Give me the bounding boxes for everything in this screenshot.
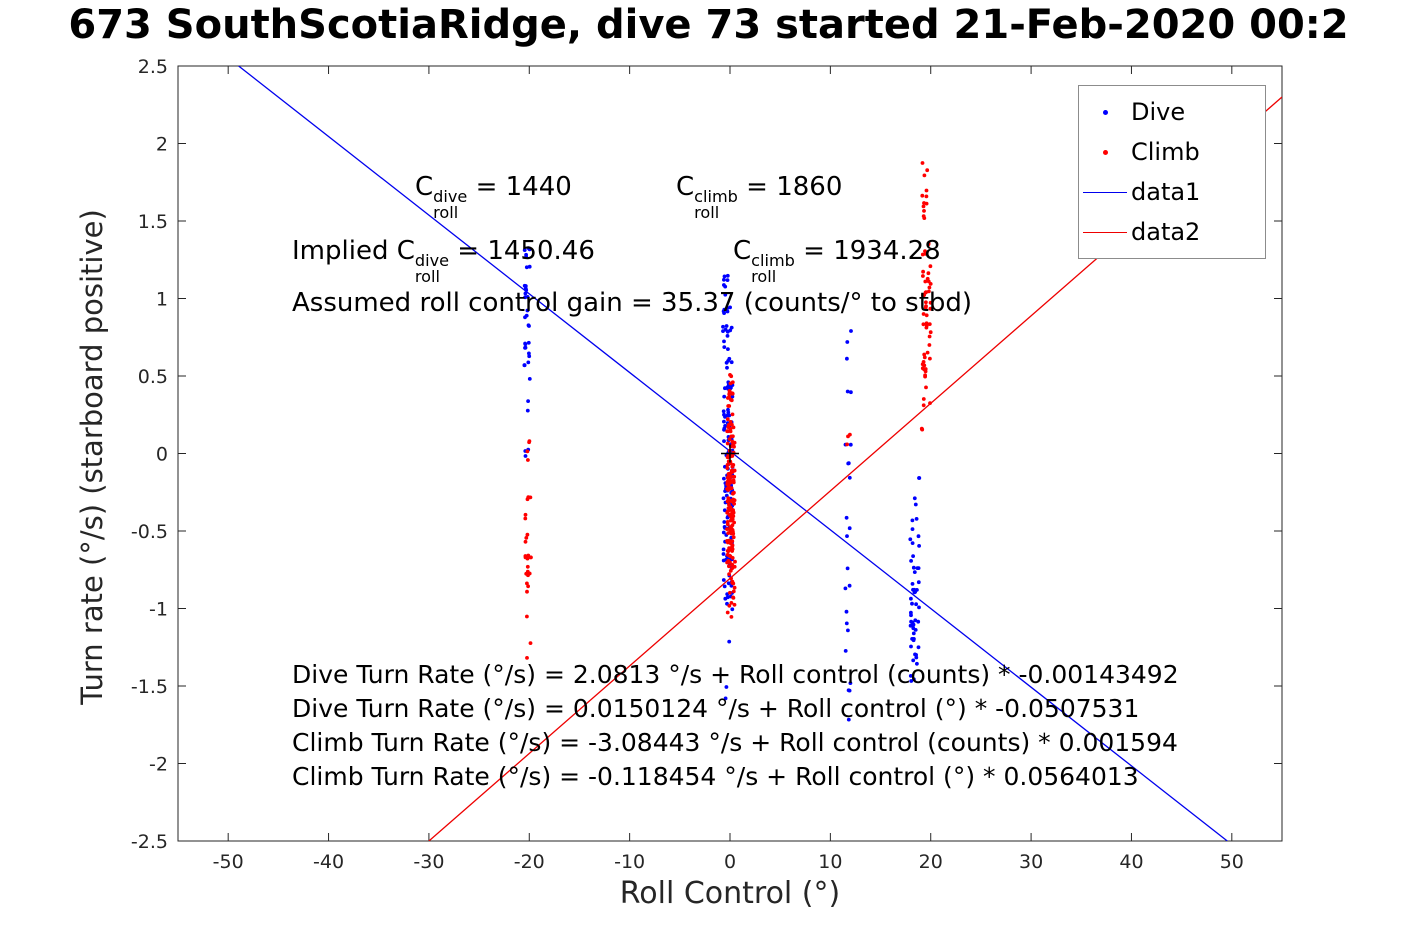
- x-tick-label: -10: [614, 851, 645, 873]
- climb-marker-icon: [1079, 149, 1131, 155]
- sup-sub-stack: dive roll: [433, 187, 468, 222]
- legend-item-climb: Climb: [1079, 132, 1265, 172]
- legend-label: data1: [1131, 178, 1201, 206]
- sup-sub-stack: climb roll: [751, 251, 795, 286]
- y-tick-label: 0.5: [138, 366, 168, 388]
- annotation-fit-dive-counts: Dive Turn Rate (°/s) = 2.0813 °/s + Roll…: [292, 660, 1179, 689]
- legend-item-data2: data2: [1079, 212, 1265, 252]
- y-axis-label: Turn rate (°/s) (starboard positive): [75, 209, 109, 705]
- origin-plus-marker: [721, 444, 739, 463]
- y-tick-label: 2.5: [138, 56, 168, 78]
- y-tick-label: -0.5: [131, 521, 168, 543]
- figure-title: 673 SouthScotiaRidge, dive 73 started 21…: [68, 2, 1349, 48]
- legend-label: Dive: [1131, 98, 1186, 126]
- legend: Dive Climb data1 data2: [1078, 85, 1266, 259]
- legend-item-data1: data1: [1079, 172, 1265, 212]
- annotation-fit-dive-deg: Dive Turn Rate (°/s) = 0.0150124 °/s + R…: [292, 694, 1140, 723]
- dive-marker-icon: [1079, 109, 1131, 115]
- data2-line-icon: [1079, 231, 1131, 233]
- x-tick-label: 40: [1119, 851, 1143, 873]
- x-tick-label: 20: [919, 851, 943, 873]
- x-tick-label: 0: [724, 851, 736, 873]
- legend-label: data2: [1131, 218, 1201, 246]
- x-tick-label: 50: [1220, 851, 1244, 873]
- legend-item-dive: Dive: [1079, 92, 1265, 132]
- y-ticks: -2.5 -2 -1.5 -1 -0.5 0 0.5 1 1.5 2 2.5: [131, 56, 1282, 853]
- y-tick-label: -2: [149, 754, 168, 776]
- x-tick-label: -50: [213, 851, 244, 873]
- x-tick-label: -30: [413, 851, 444, 873]
- y-tick-label: -2.5: [131, 831, 168, 853]
- y-tick-label: 0: [156, 444, 168, 466]
- x-tick-label: 10: [818, 851, 842, 873]
- y-tick-label: -1.5: [131, 676, 168, 698]
- annotation-fit-climb-counts: Climb Turn Rate (°/s) = -3.08443 °/s + R…: [292, 728, 1178, 757]
- x-ticks: -50 -40 -30 -20 -10 0 10 20 30 40 50: [213, 66, 1244, 873]
- y-tick-label: 2: [156, 134, 168, 156]
- annotation-gain: Assumed roll control gain = 35.37 (count…: [292, 288, 973, 318]
- y-tick-label: 1: [156, 289, 168, 311]
- x-axis-label: Roll Control (°): [619, 876, 841, 911]
- x-tick-label: -40: [313, 851, 344, 873]
- y-tick-label: 1.5: [138, 211, 168, 233]
- annotation-fit-climb-deg: Climb Turn Rate (°/s) = -0.118454 °/s + …: [292, 762, 1139, 791]
- sup-sub-stack: dive roll: [414, 251, 450, 286]
- y-tick-label: -1: [149, 599, 168, 621]
- x-tick-label: -20: [514, 851, 545, 873]
- legend-label: Climb: [1131, 138, 1200, 166]
- x-tick-label: 30: [1019, 851, 1043, 873]
- sup-sub-stack: climb roll: [694, 187, 738, 222]
- data1-line-icon: [1079, 191, 1131, 193]
